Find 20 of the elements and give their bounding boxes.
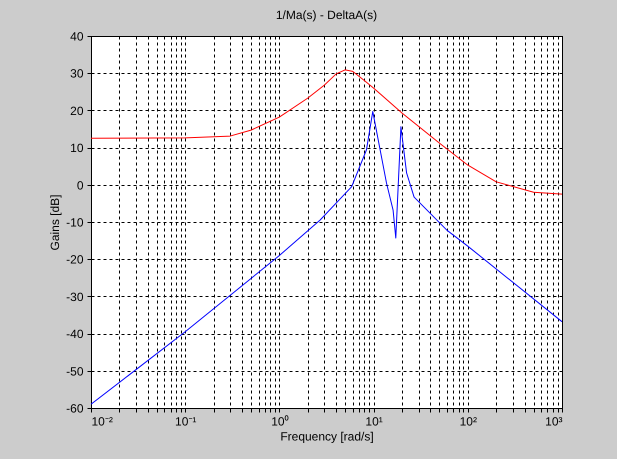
- y-tick-label: -10: [66, 216, 84, 230]
- y-tick-label: -60: [66, 402, 84, 416]
- y-tick-label: 40: [70, 30, 84, 44]
- chart-title: 1/Ma(s) - DeltaA(s): [276, 8, 378, 22]
- y-tick-label: 10: [70, 141, 84, 156]
- y-tick-label: 30: [70, 66, 84, 81]
- y-axis-title: Gains [dB]: [48, 194, 62, 251]
- x-tick-label: 10⁻²: [92, 414, 113, 428]
- x-tick-label: 10⁻¹: [175, 414, 196, 428]
- x-axis-title: Frequency [rad/s]: [280, 430, 374, 444]
- y-tick-label: -20: [66, 252, 84, 267]
- y-tick-label: -50: [66, 364, 84, 378]
- y-tick-label: 20: [70, 104, 84, 118]
- x-tick-label: 10¹: [365, 414, 383, 428]
- y-tick-label: -40: [66, 327, 84, 342]
- x-tick-label: 10⁰: [271, 414, 289, 428]
- x-tick-label: 10³: [545, 414, 563, 428]
- y-tick-label: 0: [76, 178, 84, 192]
- x-tick-label: 10²: [460, 414, 477, 428]
- y-tick-label: -30: [66, 290, 84, 304]
